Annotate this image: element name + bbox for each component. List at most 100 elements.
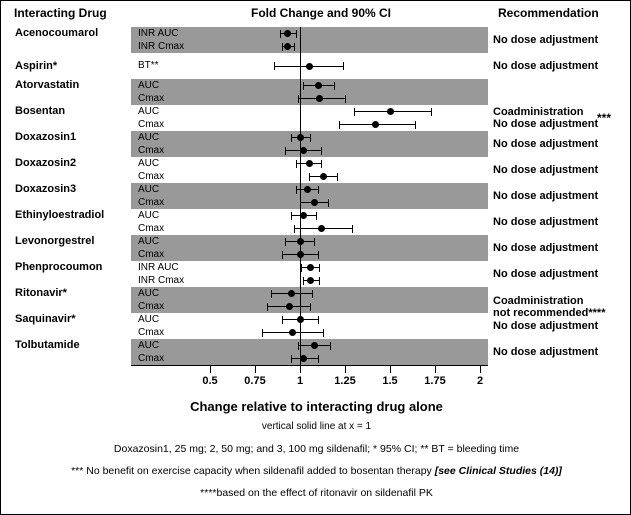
ci-cap-low <box>339 120 341 129</box>
ci-cap-high <box>313 237 315 246</box>
x-axis-title: Change relative to interacting drug alon… <box>190 399 443 414</box>
ci-cap-high <box>317 250 319 259</box>
param-label: Cmax <box>138 170 165 182</box>
ci-cap-high <box>317 354 319 363</box>
point-estimate <box>283 30 291 37</box>
ci-cap-high <box>319 276 321 285</box>
param-label: INR Cmax <box>138 40 185 52</box>
ci-cap-high <box>295 29 297 38</box>
drug-group-doxazosin3: Doxazosin3 AUC Cmax No dose adjustment <box>1 183 630 209</box>
drug-name: Phenprocoumon <box>15 261 103 273</box>
param-label: AUC <box>138 157 160 169</box>
ci-cap-high <box>430 107 432 116</box>
x-axis-tick <box>209 365 211 373</box>
point-estimate <box>285 303 293 310</box>
point-estimate <box>372 121 380 128</box>
drug-name: Doxazosin3 <box>15 183 77 195</box>
param-label: AUC <box>138 79 160 91</box>
ci-cap-high <box>310 133 312 142</box>
ci-cap-high <box>351 224 353 233</box>
drug-name: Ritonavir* <box>15 287 67 299</box>
row-band <box>131 27 488 53</box>
ci-cap-low <box>301 263 303 272</box>
drug-group-levonorgestrel: Levonorgestrel AUC Cmax No dose adjustment <box>1 235 630 261</box>
row-band <box>131 313 488 339</box>
point-estimate <box>314 82 322 89</box>
x-axis-line <box>131 365 488 366</box>
drug-group-doxazosin2: Doxazosin2 AUC Cmax No dose adjustment <box>1 157 630 183</box>
point-estimate <box>319 173 327 180</box>
recommendation-line: No dose adjustment <box>493 320 599 332</box>
ci-cap-high <box>321 146 323 155</box>
ci-cap-low <box>270 289 272 298</box>
recommendation: No dose adjustment <box>493 131 621 157</box>
point-estimate <box>307 277 315 284</box>
row-band <box>131 105 488 131</box>
x-axis-tick <box>434 365 436 373</box>
ci-cap-low <box>308 172 310 181</box>
ci-cap-low <box>285 146 287 155</box>
recommendation-line: No dose adjustment <box>493 118 599 130</box>
ci-cap-low <box>285 237 287 246</box>
recommendation-line: No dose adjustment <box>493 190 599 202</box>
drug-group-tolbutamide: Tolbutamide AUC Cmax No dose adjustment <box>1 339 630 365</box>
ci-cap-high <box>315 211 317 220</box>
drug-group-ritonavir: Ritonavir* AUC Cmax Coadministration not rec… <box>1 287 630 319</box>
param-label: AUC <box>138 183 160 195</box>
row-band <box>131 79 488 105</box>
recommendation: No dose adjustment <box>493 235 621 261</box>
param-label: INR AUC <box>138 27 179 39</box>
row-band <box>131 339 488 365</box>
ci-cap-high <box>414 120 416 129</box>
ci-cap-high <box>328 198 330 207</box>
drug-group-bosentan: Bosentan AUC Cmax Coadministration No dose a… <box>1 105 630 131</box>
ci-cap-low <box>281 315 283 324</box>
row-band <box>131 287 488 313</box>
point-estimate <box>287 290 295 297</box>
drug-name: Bosentan <box>15 105 66 117</box>
drug-name: Acenocoumarol <box>15 27 99 39</box>
point-estimate <box>305 160 313 167</box>
footnote-marker: *** <box>597 111 612 125</box>
ci-cap-high <box>337 172 339 181</box>
ci-cap-low <box>353 107 355 116</box>
ci-cap-low <box>295 185 297 194</box>
ci-cap-low <box>303 81 305 90</box>
ci-cap-high <box>342 62 344 70</box>
param-label: Cmax <box>138 326 165 338</box>
ci-cap-high <box>319 263 321 272</box>
ci-cap-low <box>290 354 292 363</box>
point-estimate <box>305 62 313 70</box>
param-label: Cmax <box>138 196 165 208</box>
recommendation: No dose adjustment <box>493 313 621 339</box>
x-axis-tick <box>389 365 391 373</box>
recommendation: Coadministration not recommended**** <box>493 294 621 320</box>
x-axis-tick-label: 2 <box>476 375 484 387</box>
drug-group-saquinavir: Saquinavir* AUC Cmax No dose adjustment <box>1 313 630 339</box>
x-axis-tick <box>344 365 346 373</box>
recommendation-line: Coadministration <box>493 106 584 118</box>
ci-cap-high <box>312 289 314 298</box>
ci-cap-low <box>297 94 299 103</box>
x-axis-tick-label: 0.75 <box>244 375 266 387</box>
x-axis-tick-label: 1.25 <box>334 375 356 387</box>
param-label: Cmax <box>138 92 165 104</box>
param-label: Cmax <box>138 300 165 312</box>
ci-cap-low <box>294 224 296 233</box>
drug-group-acenocoumarol: Acenocoumarol INR AUC INR Cmax No dose adju… <box>1 27 630 53</box>
drug-group-aspirin: Aspirin* BT** No dose adjustment <box>1 53 630 79</box>
ci-cap-high <box>333 81 335 90</box>
ci-cap-low <box>297 341 299 350</box>
drug-name: Doxazosin2 <box>15 157 77 169</box>
param-label: Cmax <box>138 248 165 260</box>
ci-cap-low <box>281 250 283 259</box>
param-label: Cmax <box>138 352 165 364</box>
point-estimate <box>283 43 291 50</box>
ci-cap-high <box>321 159 323 168</box>
recommendation: No dose adjustment <box>493 261 621 287</box>
param-label: AUC <box>138 131 160 143</box>
ci-cap-low <box>281 42 283 51</box>
footnote-bosentan: *** No benefit on exercise capacity when… <box>1 465 630 477</box>
ci-cap-high <box>322 328 324 337</box>
recommendation-line: No dose adjustment <box>493 268 599 280</box>
